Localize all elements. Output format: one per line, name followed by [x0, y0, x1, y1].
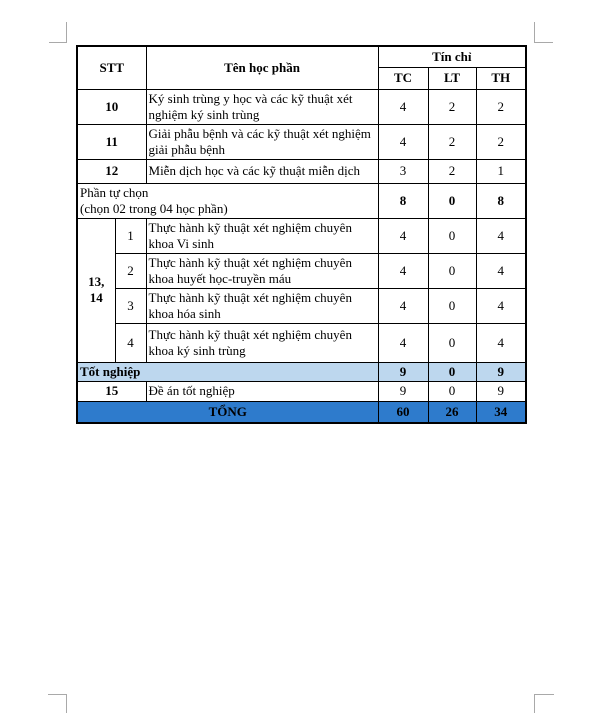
table-row-15: 15 Đề án tốt nghiệp 9 0 9 — [76, 380, 527, 402]
cell-tc: 9 — [377, 380, 429, 402]
text-boundary-mark-top-right — [534, 22, 553, 43]
cell-course-name: Giải phẫu bệnh và các kỹ thuật xét nghiệ… — [145, 123, 379, 160]
cell-course-name: Đề án tốt nghiệp — [145, 380, 379, 402]
table-row-elective-4: 4 Thực hành kỹ thuật xét nghiệm chuyên k… — [77, 322, 527, 363]
cell-lt: 0 — [427, 182, 477, 219]
cell-tc: 3 — [377, 158, 429, 184]
cell-lt: 2 — [427, 123, 477, 160]
table-row-elective-2: 2 Thực hành kỹ thuật xét nghiệm chuyên k… — [77, 252, 527, 289]
table-row-graduation: Tốt nghiệp 9 0 9 — [76, 361, 527, 382]
cell-stt: 11 — [76, 123, 147, 160]
cell-tc: 9 — [377, 361, 429, 382]
table-row-10: 10 Ký sinh trùng y học và các kỹ thuật x… — [76, 88, 527, 125]
header-tc: TC — [377, 66, 429, 90]
cell-lt: 0 — [427, 361, 477, 382]
text-boundary-mark-top-left — [49, 22, 67, 43]
cell-tc: 4 — [377, 88, 429, 125]
table-row-total: TỔNG 60 26 34 — [76, 400, 527, 424]
cell-th: 4 — [475, 252, 527, 289]
cell-sub-number: 4 — [114, 322, 147, 363]
cell-lt: 0 — [427, 287, 477, 324]
cell-course-name: Thực hành kỹ thuật xét nghiệm chuyên kho… — [145, 287, 379, 324]
cell-lt: 2 — [427, 158, 477, 184]
cell-tc: 4 — [377, 322, 429, 363]
cell-total-label: TỔNG — [76, 400, 379, 424]
header-course-name: Tên học phần — [145, 45, 379, 90]
table-row-11: 11 Giải phẫu bệnh và các kỹ thuật xét ng… — [76, 123, 527, 160]
stt-group-line-1: 13, — [88, 274, 105, 289]
cell-lt: 0 — [427, 322, 477, 363]
cell-th: 4 — [475, 217, 527, 254]
cell-th: 4 — [475, 287, 527, 324]
cell-th: 2 — [475, 88, 527, 125]
stt-group-line-2: 14 — [89, 290, 103, 305]
cell-sub-number: 3 — [114, 287, 147, 324]
cell-elective-title: Phần tự chọn (chọn 02 trong 04 học phần) — [76, 182, 379, 219]
cell-course-name: Ký sinh trùng y học và các kỹ thuật xét … — [145, 88, 379, 125]
cell-sub-number: 1 — [114, 217, 147, 254]
cell-course-name: Thực hành kỹ thuật xét nghiệm chuyên kho… — [145, 217, 379, 254]
cell-tc: 60 — [377, 400, 429, 424]
cell-th: 4 — [475, 322, 527, 363]
cell-lt: 2 — [427, 88, 477, 125]
cell-lt: 0 — [427, 252, 477, 289]
cell-tc: 8 — [377, 182, 429, 219]
cell-th: 2 — [475, 123, 527, 160]
cell-course-name: Thực hành kỹ thuật xét nghiệm chuyên kho… — [145, 322, 379, 363]
text-boundary-mark-bottom-left — [48, 694, 67, 713]
cell-course-name: Miễn dịch học và các kỹ thuật miễn dịch — [145, 158, 379, 184]
cell-course-name: Thực hành kỹ thuật xét nghiệm chuyên kho… — [145, 252, 379, 289]
cell-stt: 10 — [76, 88, 147, 125]
elective-title-line-2: (chọn 02 trong 04 học phần) — [80, 200, 228, 216]
table-header-row-1: STT Tên học phần Tín chỉ — [76, 45, 527, 90]
header-stt: STT — [76, 45, 147, 90]
text-boundary-mark-bottom-right — [534, 694, 554, 713]
cell-lt: 0 — [427, 380, 477, 402]
cell-lt: 0 — [427, 217, 477, 254]
cell-tc: 4 — [377, 217, 429, 254]
cell-stt: 15 — [76, 380, 147, 402]
table-row-elective-1: 13, 14 1 Thực hành kỹ thuật xét nghiệm c… — [76, 217, 527, 363]
cell-th: 1 — [475, 158, 527, 184]
table-row-elective-section: Phần tự chọn (chọn 02 trong 04 học phần)… — [76, 182, 527, 219]
cell-graduation-label: Tốt nghiệp — [76, 361, 379, 382]
cell-stt: 12 — [76, 158, 147, 184]
cell-tc: 4 — [377, 287, 429, 324]
cell-th: 9 — [475, 361, 527, 382]
header-credits-group: Tín chỉ — [377, 45, 527, 68]
cell-stt-group-13-14: 13, 14 — [76, 217, 116, 363]
header-lt: LT — [427, 66, 477, 90]
cell-th: 9 — [475, 380, 527, 402]
cell-lt: 26 — [427, 400, 477, 424]
header-th: TH — [475, 66, 527, 90]
table-row-elective-3: 3 Thực hành kỹ thuật xét nghiệm chuyên k… — [77, 287, 527, 324]
cell-sub-number: 2 — [114, 252, 147, 289]
cell-tc: 4 — [377, 123, 429, 160]
elective-title-line-1: Phần tự chọn — [80, 184, 149, 200]
cell-th: 34 — [475, 400, 527, 424]
cell-tc: 4 — [377, 252, 429, 289]
credits-table: STT Tên học phần Tín chỉ TC LT TH 10 Ký … — [76, 45, 528, 424]
table-row-12: 12 Miễn dịch học và các kỹ thuật miễn dị… — [76, 158, 527, 184]
cell-th: 8 — [475, 182, 527, 219]
